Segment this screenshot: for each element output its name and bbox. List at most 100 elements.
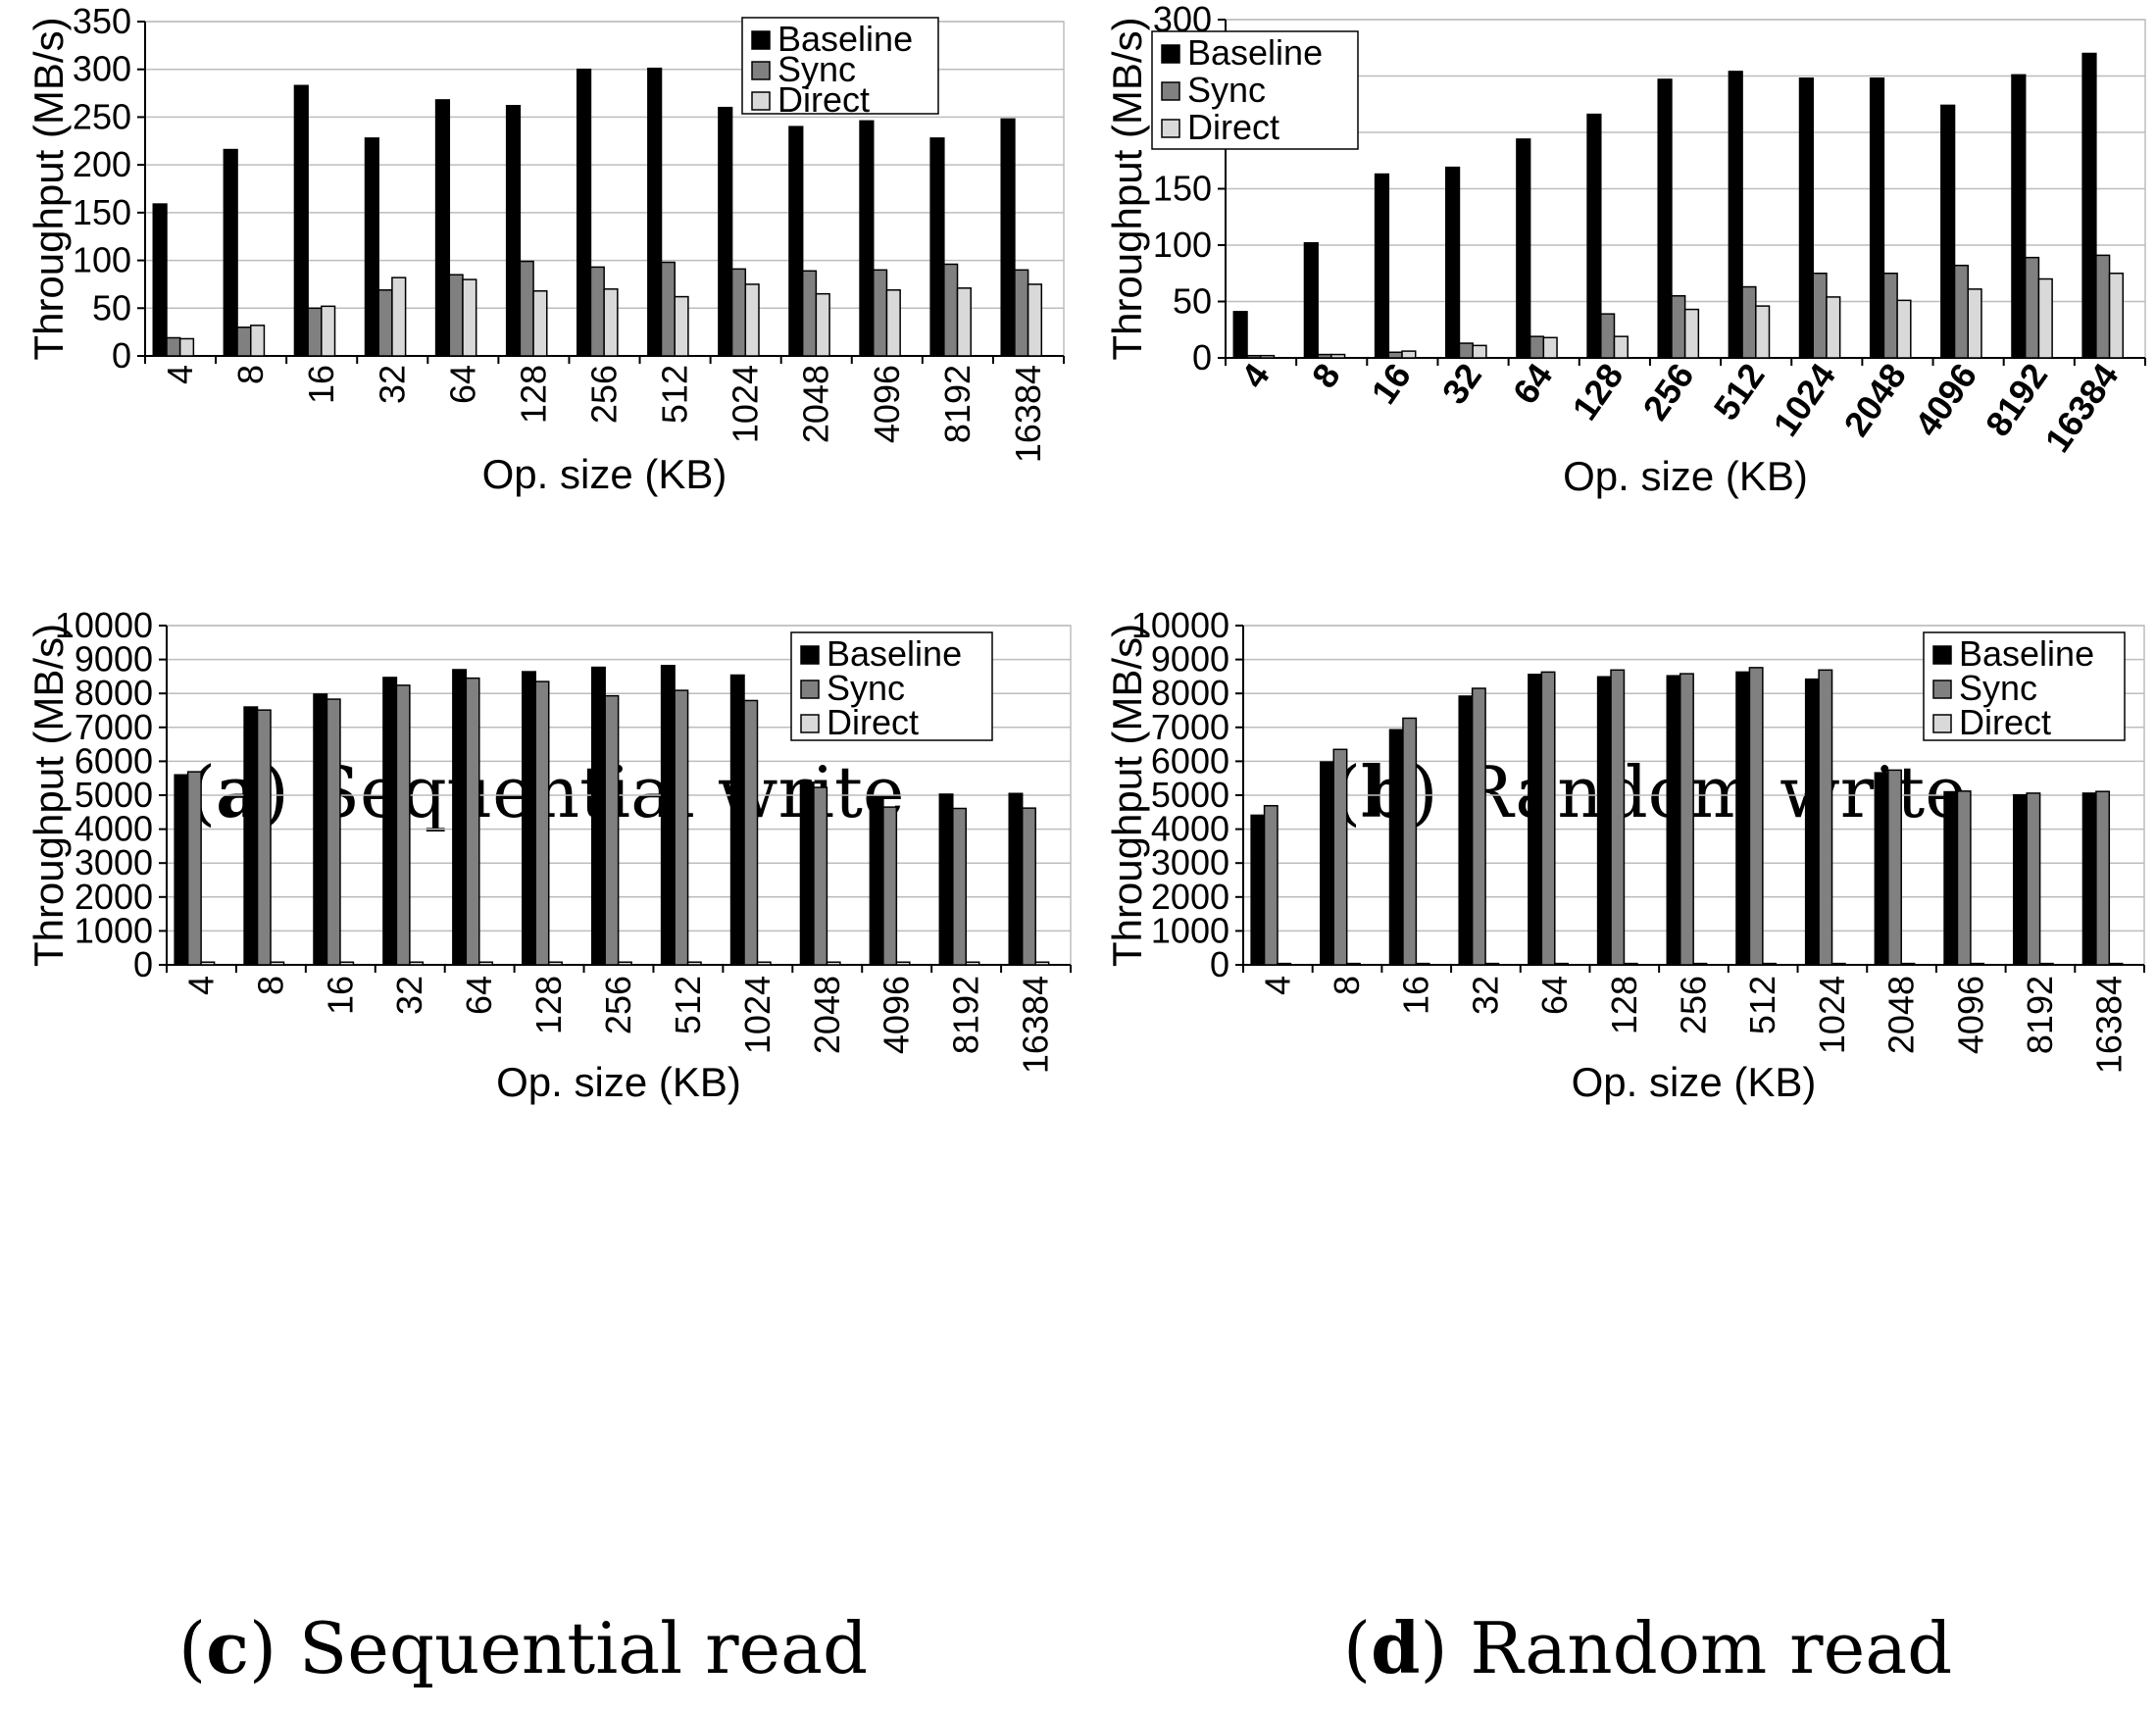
y-tick-label: 250: [73, 96, 131, 136]
y-tick-label: 7000: [1151, 707, 1229, 747]
bar-baseline: [1586, 113, 1602, 359]
bar-sync: [660, 261, 676, 357]
bar-sync: [674, 689, 689, 966]
legend-box: [790, 631, 993, 741]
bar-baseline: [1303, 241, 1319, 359]
y-tick-label: 4000: [75, 809, 153, 849]
bar-baseline: [1657, 78, 1673, 359]
y-tick-label: 8000: [1151, 673, 1229, 713]
y-tick-label: 5000: [1151, 775, 1229, 815]
x-tick-label: 4: [1257, 976, 1297, 995]
legend-box: [741, 17, 939, 115]
bar-sync: [952, 807, 968, 966]
x-tick-label: 8192: [946, 976, 986, 1054]
bar-direct: [462, 278, 477, 357]
bar-baseline: [2012, 793, 2028, 966]
bar-baseline: [729, 674, 745, 966]
bar-sync: [2095, 790, 2111, 966]
y-tick-label: 10000: [1131, 605, 1229, 645]
bar-sync: [1953, 264, 1970, 359]
x-tick-label: 2048: [807, 976, 847, 1054]
y-tick-label: 0: [112, 335, 131, 376]
bar-baseline: [1528, 674, 1543, 966]
legend-label-direct: Direct: [827, 702, 919, 742]
bar-direct: [1967, 288, 1982, 359]
bar-baseline: [1874, 772, 1889, 966]
y-tick-label: 8000: [75, 673, 153, 713]
bar-direct: [2108, 273, 2125, 359]
bar-direct: [409, 961, 425, 966]
bar-sync: [1387, 351, 1403, 359]
legend-swatch-sync: [800, 680, 820, 699]
bar-sync: [236, 327, 252, 357]
bar-baseline: [2011, 74, 2027, 359]
x-tick-label: 64: [1534, 976, 1575, 1015]
bar-baseline: [364, 137, 379, 357]
bar-sync: [743, 699, 759, 966]
legend-box: [1151, 30, 1359, 150]
x-tick-label: 16384: [1016, 976, 1056, 1074]
x-tick-label: 4096: [867, 365, 907, 443]
y-tick-label: 0: [1210, 944, 1229, 984]
bar-sync: [1540, 671, 1556, 966]
x-axis-title: Op. size (KB): [496, 1059, 741, 1105]
bar-sync: [604, 694, 620, 966]
bar-sync: [1014, 269, 1029, 357]
bar-baseline: [859, 120, 875, 357]
bar-direct: [686, 961, 702, 966]
legend-label-direct: Direct: [1187, 107, 1279, 147]
x-tick-label: 8192: [937, 365, 978, 443]
y-tick-label: 3000: [75, 842, 153, 882]
bar-direct: [1613, 335, 1629, 359]
bar-baseline: [1250, 814, 1266, 966]
x-tick-label: 4096: [1950, 976, 1990, 1054]
bar-direct: [1345, 962, 1361, 966]
chart-d-group: 0100020003000400050006000700080009000100…: [1104, 605, 2145, 1105]
bar-direct: [2108, 962, 2124, 966]
y-tick-label: 50: [92, 287, 131, 327]
x-tick-label: 64: [442, 365, 482, 404]
y-tick-label: 6000: [1151, 740, 1229, 780]
x-tick-label: 2048: [1881, 976, 1922, 1054]
legend-label-direct: Direct: [1959, 702, 2051, 742]
bar-baseline: [718, 106, 733, 357]
x-tick-label: 8192: [2020, 976, 2060, 1054]
bar-sync: [448, 274, 464, 357]
x-tick-label: 8: [1304, 356, 1348, 395]
y-tick-label: 2000: [1151, 877, 1229, 917]
caption-c-letter: c: [206, 1606, 249, 1689]
caption-c: (c) Sequential read: [178, 1606, 869, 1689]
bar-baseline: [799, 781, 815, 966]
bar-direct: [391, 277, 407, 357]
bar-baseline: [1458, 695, 1474, 966]
bar-baseline: [434, 99, 451, 357]
bar-sync: [1671, 295, 1686, 359]
y-tick-label: 100: [73, 240, 131, 280]
x-tick-label: 1024: [1812, 976, 1852, 1054]
bar-sync: [1317, 353, 1332, 359]
bar-baseline: [1445, 166, 1461, 359]
x-tick-label: 16: [1363, 356, 1419, 411]
bar-sync: [2095, 254, 2111, 359]
y-tick-label: 6000: [75, 740, 153, 780]
legend-swatch-sync: [1161, 81, 1180, 101]
bar-sync: [2024, 256, 2040, 359]
bar-direct: [1554, 962, 1569, 966]
bar-direct: [603, 288, 619, 357]
caption-c-text: Sequential read: [298, 1607, 869, 1689]
x-axis-title: Op. size (KB): [1572, 1059, 1817, 1105]
bar-baseline: [938, 793, 954, 966]
bar-direct: [1896, 299, 1912, 359]
bar-baseline: [243, 706, 259, 966]
bar-baseline: [1516, 138, 1531, 359]
bar-direct: [250, 325, 266, 357]
legend-label-sync: Sync: [1187, 70, 1266, 110]
x-tick-label: 1024: [726, 365, 766, 443]
x-tick-label: 128: [1564, 356, 1630, 428]
y-tick-label: 300: [73, 49, 131, 89]
y-tick-label: 1000: [75, 910, 153, 950]
bar-direct: [532, 289, 548, 357]
bar-baseline: [647, 67, 663, 357]
x-tick-label: 512: [1706, 356, 1773, 428]
